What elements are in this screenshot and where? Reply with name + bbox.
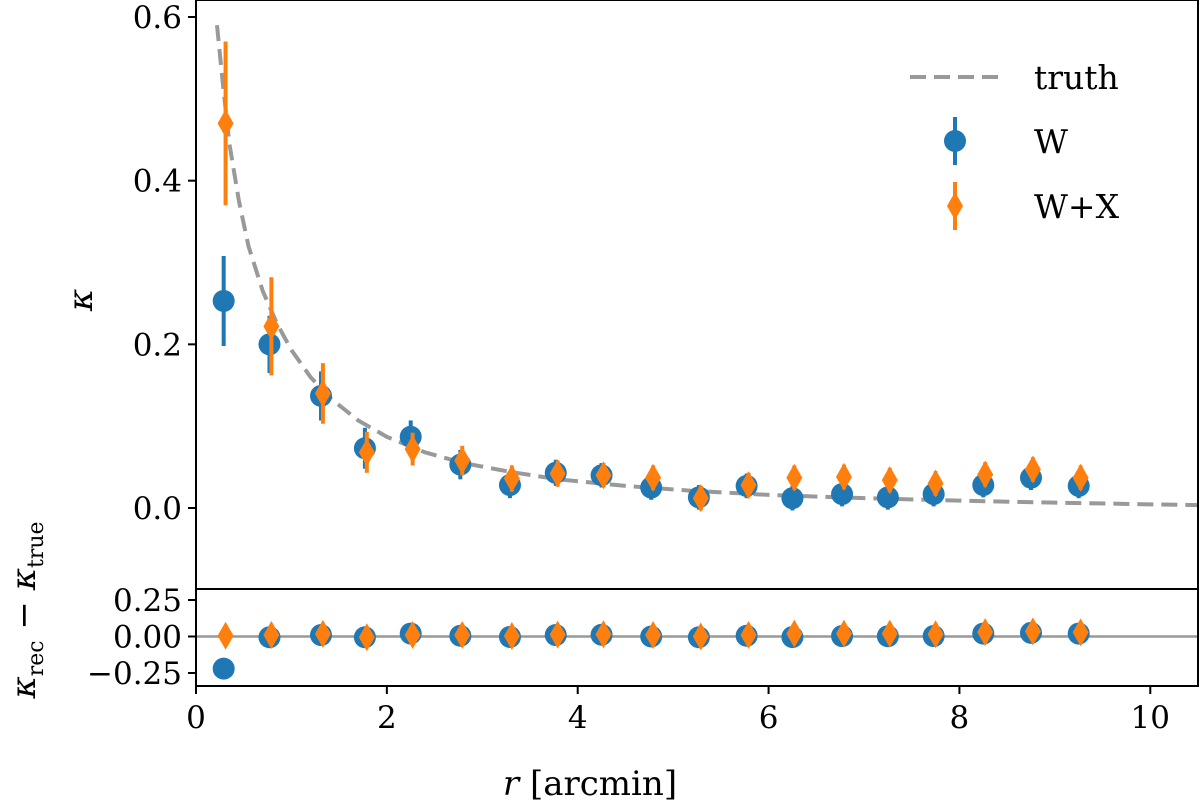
residual-x-ticks: 0 2 4 6 8 10 xyxy=(186,686,1170,736)
residual-wxx-point xyxy=(927,620,944,649)
main-y-tick-label: 0.4 xyxy=(133,164,182,200)
residual-wxx-point xyxy=(404,621,421,650)
residual-wxx-point xyxy=(454,621,471,650)
main-wxx-point xyxy=(786,463,803,492)
residual-wxx-point xyxy=(263,621,280,650)
residual-wxx-point xyxy=(217,621,234,650)
main-panel: 0.0 0.2 0.4 0.6 κ truth W W+X xyxy=(61,0,1198,527)
main-wxx-point xyxy=(503,464,520,493)
main-plot-area xyxy=(212,24,1198,513)
legend-w-label: W xyxy=(1034,122,1068,161)
main-wxx-point xyxy=(263,312,280,341)
residual-wxx-point xyxy=(503,622,520,651)
legend-wx-label: W+X xyxy=(1034,187,1120,226)
residual-y-ticks: −0.250.000.25 xyxy=(87,583,196,692)
main-wxx-point xyxy=(692,484,709,513)
x-axis-label: r [arcmin] xyxy=(503,764,677,804)
residual-wxx-point xyxy=(1024,617,1041,646)
legend-w-marker xyxy=(944,117,966,165)
x-tick-label: 10 xyxy=(1131,700,1170,736)
residual-wxx-point xyxy=(881,619,898,648)
residual-wxx-point xyxy=(786,619,803,648)
legend: truth W W+X xyxy=(910,58,1120,230)
legend-truth-label: truth xyxy=(1034,58,1119,97)
main-wxx-point xyxy=(740,471,757,500)
main-w-point xyxy=(876,486,899,509)
main-wxx-point xyxy=(927,469,944,498)
residual-wxx-point xyxy=(549,620,566,649)
x-tick-label: 8 xyxy=(950,700,970,736)
main-y-tick-label: 0.2 xyxy=(133,327,182,363)
x-tick-label: 0 xyxy=(186,700,206,736)
x-tick-label: 2 xyxy=(377,700,397,736)
residual-wxx-point xyxy=(358,623,375,652)
residual-wxx-point xyxy=(595,620,612,649)
main-wxx-point xyxy=(977,460,994,489)
main-y-tick-label: 0.0 xyxy=(133,491,182,527)
main-w-point xyxy=(212,289,235,312)
residual-y-tick-label: 0.00 xyxy=(113,620,182,656)
main-wxx-point xyxy=(549,459,566,488)
main-w-point xyxy=(831,483,854,506)
residual-wxx-point xyxy=(977,618,994,647)
main-wxx-point xyxy=(595,461,612,490)
residual-axes-frame xyxy=(195,588,1199,687)
main-wxx-point xyxy=(645,463,662,492)
legend-wx-marker xyxy=(947,182,963,230)
residual-wxx-point xyxy=(692,622,709,651)
main-y-ticks: 0.0 0.2 0.4 0.6 xyxy=(133,0,196,527)
residual-wxx-point xyxy=(314,619,331,648)
main-wxx-point xyxy=(314,379,331,408)
residual-wxx-point xyxy=(835,619,852,648)
residual-wxx-point xyxy=(645,621,662,650)
x-tick-label: 6 xyxy=(759,700,779,736)
residual-w-point xyxy=(212,657,235,680)
residual-y-tick-label: 0.25 xyxy=(113,583,182,619)
main-wxx-point xyxy=(835,462,852,491)
x-tick-label: 4 xyxy=(568,700,588,736)
main-wxx-point xyxy=(217,109,234,138)
residual-wxx-point xyxy=(740,621,757,650)
residual-y-axis-label: κrec − κtrue xyxy=(4,521,49,699)
main-wxx-point xyxy=(1024,455,1041,484)
main-wxx-point xyxy=(454,446,471,475)
residual-y-tick-label: −0.25 xyxy=(87,656,182,692)
main-w-point xyxy=(781,487,804,510)
main-wxx-point xyxy=(404,435,421,464)
residual-plot-area xyxy=(196,617,1198,680)
main-y-axis-label: κ xyxy=(61,289,101,312)
main-y-tick-label: 0.6 xyxy=(133,0,182,36)
main-wxx-point xyxy=(881,466,898,495)
svg-text:κrec − κtrue: κrec − κtrue xyxy=(4,521,49,699)
residual-panel: −0.250.000.25 0 2 4 6 8 10 κrec − κtrue r [ar… xyxy=(4,521,1198,804)
main-wxx-point xyxy=(358,438,375,467)
residual-wxx-point xyxy=(1072,618,1089,647)
main-wxx-point xyxy=(1072,463,1089,492)
